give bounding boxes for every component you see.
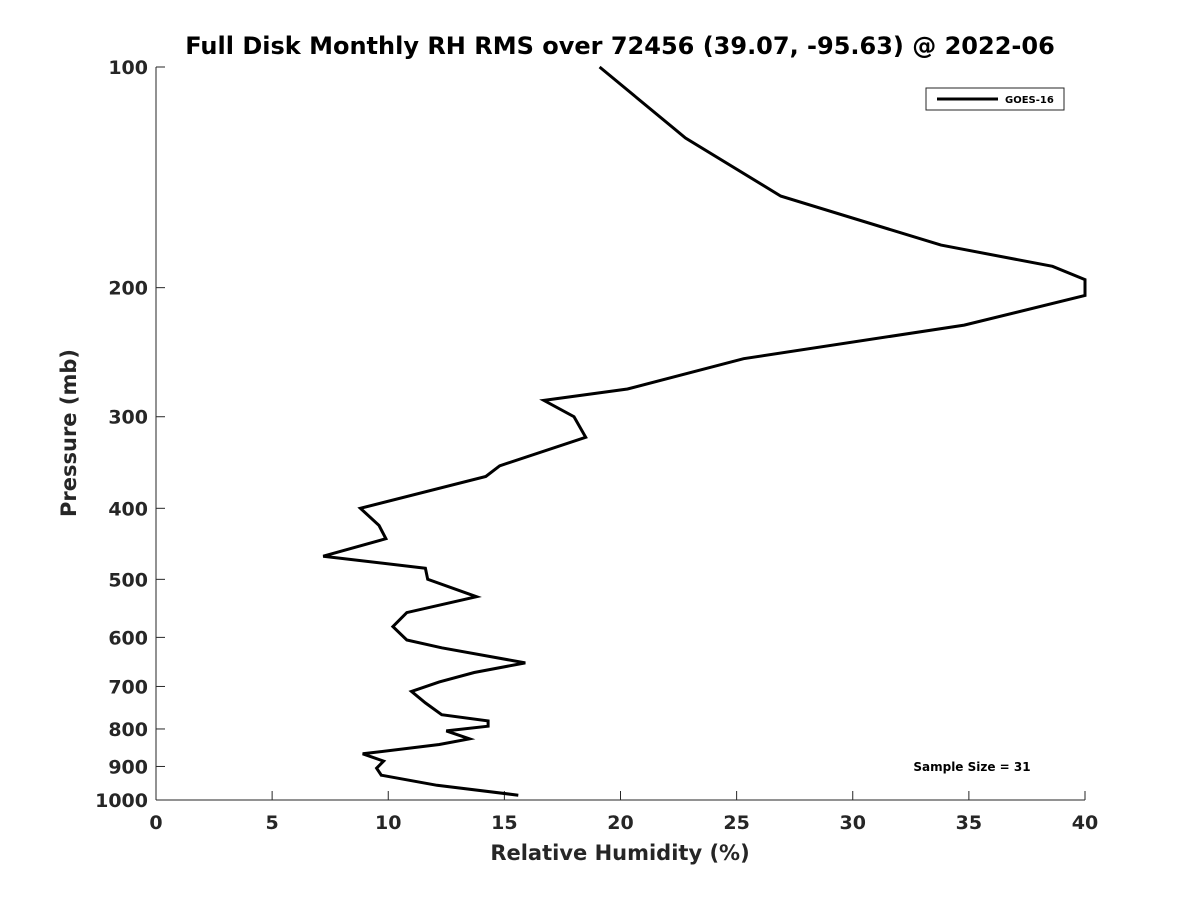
y-tick-label: 1000 xyxy=(95,790,148,812)
y-tick-label: 300 xyxy=(108,407,148,429)
y-axis-ticks: 100 200 300 400 500 600 700 800 900 1000 xyxy=(95,57,165,812)
x-tick-label: 40 xyxy=(1072,812,1098,834)
y-tick-label: 700 xyxy=(108,676,148,698)
legend: GOES-16 xyxy=(925,87,1065,111)
x-tick-label: 30 xyxy=(840,812,866,834)
series-group xyxy=(322,65,1087,797)
y-tick-label: 600 xyxy=(108,627,148,649)
x-axis-label: Relative Humidity (%) xyxy=(490,841,749,865)
y-axis-label: Pressure (mb) xyxy=(57,349,81,517)
y-tick-label: 500 xyxy=(108,569,148,591)
x-tick-label: 10 xyxy=(375,812,401,834)
y-tick-label: 100 xyxy=(108,57,148,79)
y-tick-label: 800 xyxy=(108,719,148,741)
x-tick-label: 15 xyxy=(491,812,517,834)
x-tick-label: 0 xyxy=(149,812,162,834)
x-tick-label: 20 xyxy=(607,812,633,834)
chart-title: Full Disk Monthly RH RMS over 72456 (39.… xyxy=(185,32,1055,60)
sample-size-annotation: Sample Size = 31 xyxy=(913,760,1030,774)
x-tick-label: 35 xyxy=(956,812,982,834)
x-axis-ticks: 0 5 10 15 20 25 30 35 40 xyxy=(149,791,1098,834)
y-tick-label: 200 xyxy=(108,278,148,300)
x-tick-label: 5 xyxy=(266,812,279,834)
y-tick-label: 900 xyxy=(108,756,148,778)
legend-label-goes-16: GOES-16 xyxy=(1005,95,1054,106)
x-tick-label: 25 xyxy=(723,812,749,834)
series-line-goes-16 xyxy=(322,65,1087,797)
y-tick-label: 400 xyxy=(108,498,148,520)
